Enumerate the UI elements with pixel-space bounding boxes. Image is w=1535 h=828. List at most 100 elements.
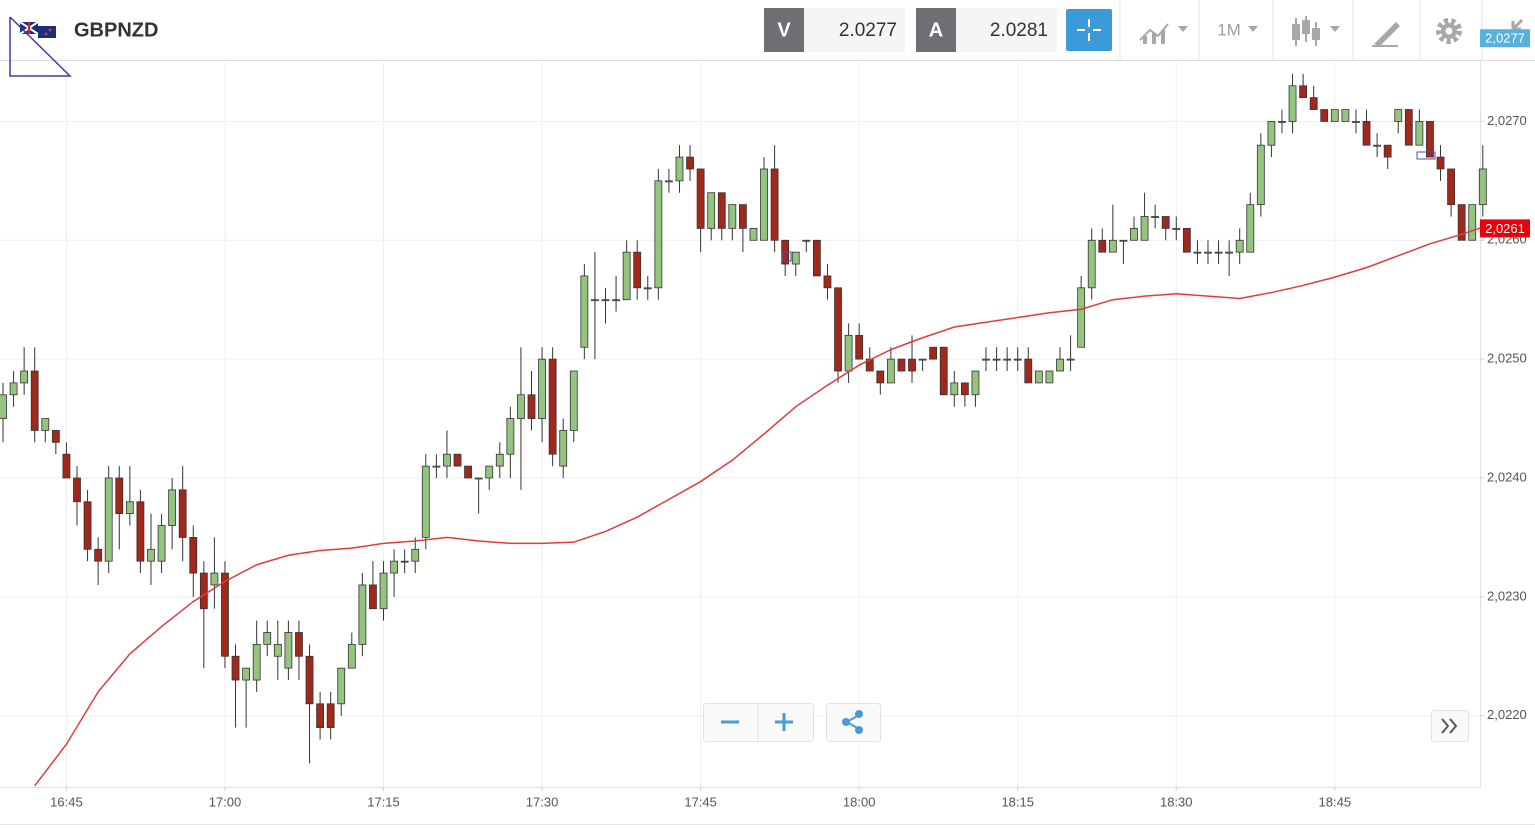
candle-body [41, 418, 50, 431]
ask-box [956, 8, 1057, 52]
candle-body [1140, 216, 1149, 241]
candle-body [739, 204, 747, 229]
candle-body [1436, 156, 1445, 170]
candle-body [834, 287, 842, 372]
x-tick-label: 17:45 [684, 794, 717, 809]
settings-button[interactable] [1436, 18, 1462, 44]
x-tick-label: 17:15 [367, 794, 400, 809]
crosshair-button[interactable] [1066, 9, 1112, 51]
candle-body [1457, 204, 1466, 241]
candle-body [432, 465, 441, 468]
candle-body [1309, 97, 1318, 110]
candle-body [918, 358, 927, 361]
candle-body [1024, 358, 1033, 384]
candle-body [686, 156, 694, 170]
candle-body [908, 358, 916, 372]
candle-body [717, 192, 726, 229]
candle-body [358, 584, 367, 645]
candle-body [1045, 370, 1054, 384]
candle-body [0, 394, 7, 419]
candle-body [1373, 144, 1381, 147]
marker [1416, 151, 1436, 160]
candle-body [802, 239, 811, 242]
candle-body [242, 667, 251, 681]
candle-body [886, 358, 895, 384]
candle-body [147, 548, 155, 562]
candle-body [51, 430, 60, 443]
indicator-menu[interactable] [1139, 23, 1188, 44]
candle-body [622, 251, 631, 301]
candle-body [94, 548, 103, 562]
candle-body [326, 703, 335, 728]
zoom-in-button[interactable] [775, 713, 793, 731]
candle-body [305, 655, 314, 705]
candle-body [1151, 216, 1160, 218]
candle-body [337, 667, 346, 705]
ask-label: A [929, 19, 943, 41]
share-button[interactable] [826, 703, 881, 742]
candle-body [760, 168, 768, 241]
candle-body [950, 382, 959, 396]
candle-body [273, 643, 282, 657]
candle-body [30, 370, 39, 431]
ask-price: 2.0281 [990, 20, 1048, 41]
ask-button[interactable] [916, 8, 956, 52]
candle-body [495, 453, 504, 467]
candle-body [125, 501, 134, 515]
candle-body [464, 465, 472, 479]
bid-box [804, 8, 905, 52]
y-tick-label: 2,0230 [1487, 588, 1527, 603]
x-tick-label: 17:30 [526, 794, 559, 809]
price-tag-label: 2,0277 [1485, 31, 1525, 46]
zoom-controls [703, 703, 814, 742]
candle-body [548, 358, 557, 455]
x-tick-label: 18:00 [843, 794, 876, 809]
candle-body [812, 239, 821, 277]
candle-body [136, 501, 145, 562]
candle-body [1278, 121, 1286, 123]
candle-body [1404, 109, 1413, 146]
candle-body [939, 346, 948, 396]
candle-body [696, 168, 705, 229]
candle-body [612, 299, 620, 302]
candle-body [421, 465, 430, 538]
candle-body [73, 477, 81, 503]
candle-body [506, 418, 515, 455]
candle-body [823, 275, 832, 289]
y-tick-label: 2,0220 [1487, 707, 1527, 722]
chart-type-menu[interactable] [1292, 16, 1340, 46]
candle-body [1214, 251, 1223, 254]
candle-body [104, 477, 113, 562]
candle-body [665, 180, 673, 183]
y-tick-label: 2,0240 [1487, 469, 1527, 484]
candle-body [1013, 358, 1022, 361]
scroll-to-end-button[interactable] [1431, 710, 1469, 742]
candle-body [379, 572, 388, 610]
draw-tool-button[interactable] [1372, 22, 1400, 47]
timeframe-label: 1M [1217, 20, 1241, 39]
candle-body [62, 453, 71, 479]
candle-body [1161, 216, 1170, 229]
candle-body [1066, 358, 1075, 361]
candle-body [855, 334, 864, 360]
candle-body [1394, 109, 1403, 122]
timeframe-menu[interactable]: 1M [1217, 20, 1258, 39]
candle-body [1193, 251, 1202, 254]
candle-body [960, 382, 969, 396]
candle-body [1256, 144, 1265, 206]
candle-body [982, 358, 990, 361]
candle-body [601, 299, 610, 302]
plot-marks [0, 73, 1487, 787]
x-tick-label: 18:15 [1001, 794, 1034, 809]
candle-body [263, 632, 272, 645]
candle-body [1352, 121, 1360, 123]
bid-button[interactable] [764, 8, 804, 52]
candle-body [1299, 85, 1308, 99]
candle-body [369, 584, 377, 610]
candle-body [1034, 370, 1043, 384]
candle-body [749, 227, 758, 241]
candle-body [347, 643, 356, 669]
candle-body [770, 168, 779, 241]
x-tick-label: 18:45 [1319, 794, 1352, 809]
